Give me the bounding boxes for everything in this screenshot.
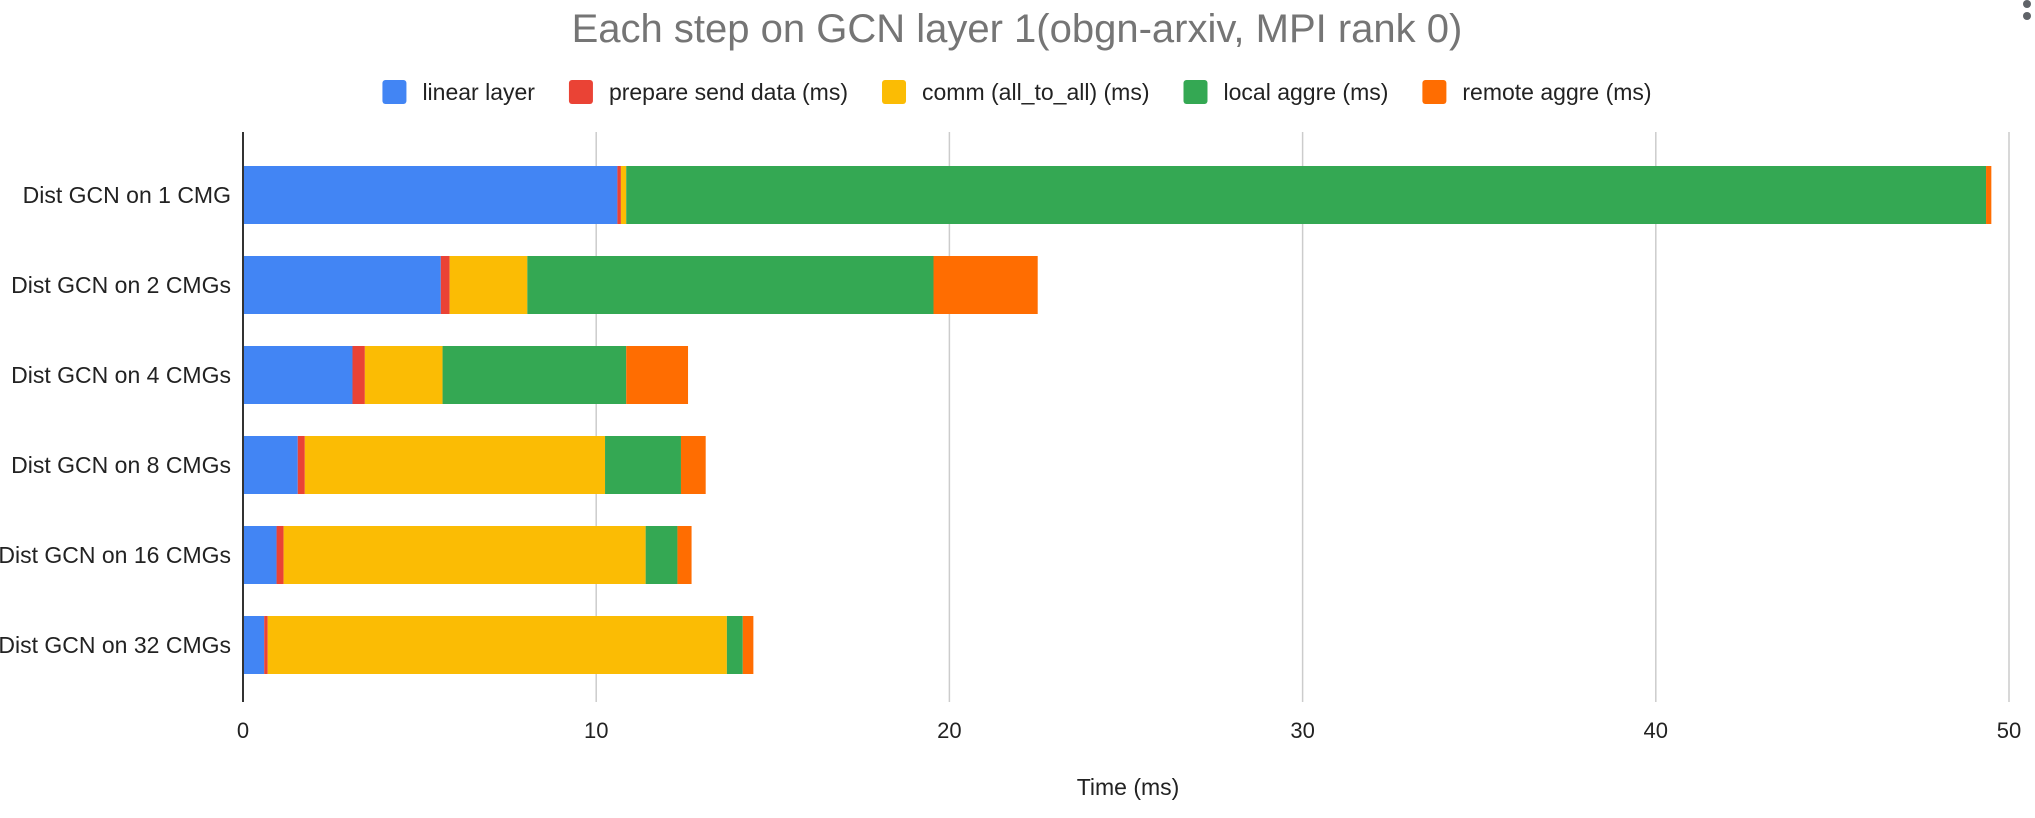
bar-prepare-send-data-ms-5[interactable] [276, 526, 284, 584]
bar-comm-all-to-all-ms-4[interactable] [304, 436, 606, 494]
bar-prepare-send-data-ms-3[interactable] [352, 346, 365, 404]
bar-remote-aggre-ms-3[interactable] [626, 346, 689, 404]
grid-lines [595, 132, 2010, 702]
legend-label: comm (all_to_all) (ms) [922, 79, 1149, 105]
legend-label: prepare send data (ms) [609, 79, 848, 105]
bar-prepare-send-data-ms-4[interactable] [297, 436, 305, 494]
bar-comm-all-to-all-ms-6[interactable] [267, 616, 727, 674]
bar-comm-all-to-all-ms-2[interactable] [449, 256, 528, 314]
legend-item-remote-aggre-ms[interactable]: remote aggre (ms) [1422, 79, 1652, 105]
bar-remote-aggre-ms-6[interactable] [742, 616, 754, 674]
bar-local-aggre-ms-6[interactable] [726, 616, 743, 674]
category-label-4: Dist GCN on 8 CMGs [11, 452, 231, 478]
chart-legend: linear layer prepare send data (ms) comm (… [382, 79, 1652, 105]
bar-linear-layer-1[interactable] [243, 166, 618, 224]
bars-group [243, 166, 1992, 674]
bar-prepare-send-data-ms-6[interactable] [264, 616, 268, 674]
legend-swatch [568, 80, 593, 104]
bar-linear-layer-2[interactable] [243, 256, 441, 314]
chart-title: Each step on GCN layer 1(obgn-arxiv, MPI… [572, 7, 1463, 51]
bar-remote-aggre-ms-4[interactable] [680, 436, 706, 494]
bar-linear-layer-4[interactable] [243, 436, 298, 494]
bar-remote-aggre-ms-5[interactable] [677, 526, 692, 584]
x-tick-label-10: 10 [584, 718, 608, 743]
legend-swatch [382, 80, 407, 104]
bar-remote-aggre-ms-1[interactable] [1986, 166, 1992, 224]
bar-comm-all-to-all-ms-1[interactable] [620, 166, 627, 224]
legend-label: linear layer [422, 79, 535, 105]
bar-comm-all-to-all-ms-5[interactable] [283, 526, 646, 584]
category-label-1: Dist GCN on 1 CMG [23, 182, 231, 208]
category-label-6: Dist GCN on 32 CMGs [0, 632, 231, 658]
more-options-icon[interactable] [2023, 0, 2031, 20]
x-tick-label-50: 50 [1997, 718, 2021, 743]
legend-item-comm-all-to-all-ms[interactable]: comm (all_to_all) (ms) [882, 79, 1150, 105]
legend-item-linear-layer[interactable]: linear layer [382, 79, 535, 105]
bar-local-aggre-ms-2[interactable] [527, 256, 934, 314]
legend-swatch [882, 80, 907, 104]
x-tick-label-0: 0 [237, 718, 249, 743]
x-axis-title: Time (ms) [1077, 774, 1180, 800]
legend-item-prepare-send-data-ms[interactable]: prepare send data (ms) [568, 79, 848, 105]
bar-linear-layer-5[interactable] [243, 526, 277, 584]
bar-linear-layer-3[interactable] [243, 346, 353, 404]
bar-prepare-send-data-ms-1[interactable] [617, 166, 621, 224]
bar-remote-aggre-ms-2[interactable] [933, 256, 1038, 314]
legend-swatch [1422, 80, 1447, 104]
bar-local-aggre-ms-4[interactable] [605, 436, 681, 494]
bar-comm-all-to-all-ms-3[interactable] [364, 346, 443, 404]
x-tick-label-20: 20 [937, 718, 961, 743]
category-label-2: Dist GCN on 2 CMGs [11, 272, 231, 298]
x-axis-tick-labels: 0 10 20 30 40 50 [237, 718, 2021, 743]
category-label-3: Dist GCN on 4 CMGs [11, 362, 231, 388]
x-tick-label-40: 40 [1644, 718, 1668, 743]
legend-label: remote aggre (ms) [1462, 79, 1651, 105]
category-labels: Dist GCN on 1 CMG Dist GCN on 2 CMGs Dist … [0, 182, 231, 658]
bar-linear-layer-6[interactable] [243, 616, 265, 674]
bar-local-aggre-ms-5[interactable] [645, 526, 678, 584]
legend-label: local aggre (ms) [1224, 79, 1389, 105]
bar-local-aggre-ms-1[interactable] [626, 166, 1987, 224]
category-label-5: Dist GCN on 16 CMGs [0, 542, 231, 568]
legend-swatch [1183, 80, 1208, 104]
bar-local-aggre-ms-3[interactable] [442, 346, 627, 404]
legend-item-local-aggre-ms[interactable]: local aggre (ms) [1183, 79, 1389, 105]
x-tick-label-30: 30 [1290, 718, 1314, 743]
bar-prepare-send-data-ms-2[interactable] [440, 256, 450, 314]
